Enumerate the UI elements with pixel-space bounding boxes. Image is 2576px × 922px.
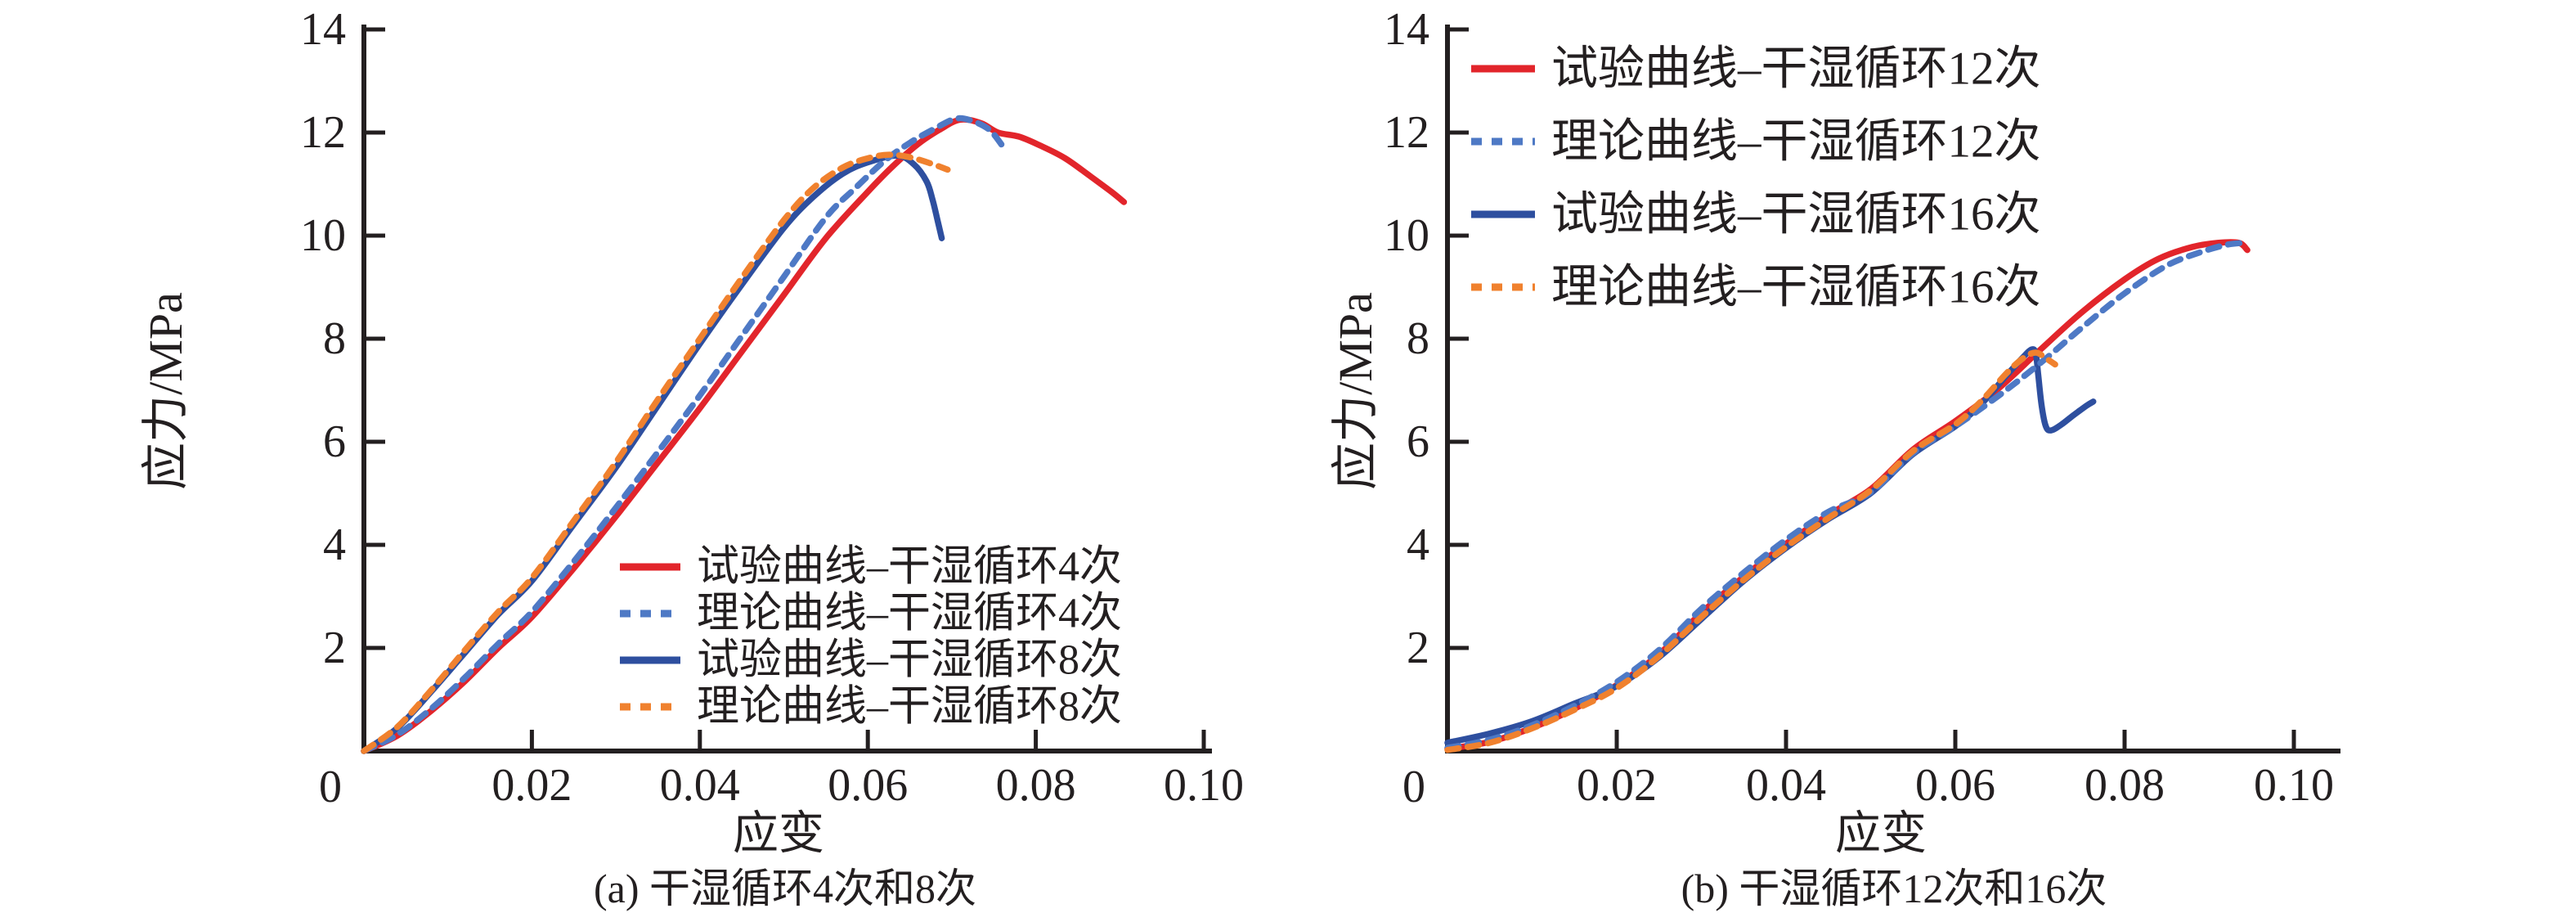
x-tick-label-0.10: 0.10 [1164, 760, 1244, 811]
y-tick-label-6: 6 [323, 416, 346, 467]
y-tick-label-8: 8 [1407, 313, 1429, 364]
origin-tick-label: 0 [319, 762, 342, 812]
legend-label-2: 理论曲线–干湿循环4次 [697, 591, 1122, 637]
x-tick-label-0.02: 0.02 [491, 760, 572, 811]
y-tick-label-2: 2 [1407, 623, 1429, 673]
legend-label-3: 试验曲线–干湿循环16次 [1551, 189, 2041, 241]
legend-label-2: 理论曲线–干湿循环12次 [1551, 116, 2041, 168]
legend-label-3: 试验曲线–干湿循环8次 [697, 637, 1122, 684]
x-tick-label-0.02: 0.02 [1577, 760, 1657, 811]
series-theoretical-4-cycles [361, 115, 1006, 754]
x-tick-label-0.04: 0.04 [660, 760, 740, 811]
y-tick-label-14: 14 [300, 4, 346, 55]
legend-label-4: 理论曲线–干湿循环16次 [1551, 262, 2041, 313]
series-theoretical-12-cycles [1444, 240, 2246, 751]
y-tick-label-10: 10 [1384, 210, 1429, 261]
caption-b: (b) 干湿循环12次和16次 [1681, 866, 2107, 911]
legend-label-1: 试验曲线–干湿循环12次 [1551, 43, 2041, 95]
x-tick-label-0.06: 0.06 [828, 760, 908, 811]
series-experimental-4-cycles [361, 116, 1128, 754]
legend-label-4: 理论曲线–干湿循环8次 [697, 684, 1122, 731]
series-theoretical-8-cycles [361, 151, 951, 754]
chart-panel-b: 2 4 6 8 10 12 14 0.02 0.04 0.06 0.08 0.10 0 试验曲线–干湿循环… [1384, 4, 2340, 812]
legend-label-1: 试验曲线–干湿循环4次 [697, 544, 1122, 591]
x-tick-label-0.06: 0.06 [1915, 760, 1995, 811]
x-axis-label-b: 应变 [1835, 808, 1927, 860]
y-tick-label-6: 6 [1407, 416, 1429, 467]
chart-panel-a: 2 4 6 8 10 12 14 0.02 0.04 0.06 0.08 0.10 0 试验曲线–干湿循环… [300, 4, 1244, 812]
origin-tick-label: 0 [1402, 762, 1425, 812]
y-axis-label-a: 应力/MPa [139, 292, 192, 490]
x-tick-label-0.08: 0.08 [2085, 760, 2165, 811]
caption-a: (a) 干湿循环4次和8次 [594, 866, 976, 911]
x-tick-label-0.10: 0.10 [2254, 760, 2334, 811]
series-experimental-12-cycles [1444, 239, 2251, 753]
y-tick-label-4: 4 [323, 519, 346, 570]
y-tick-label-10: 10 [300, 210, 346, 261]
y-tick-label-4: 4 [1407, 519, 1429, 570]
y-tick-label-12: 12 [1384, 107, 1429, 158]
x-tick-label-0.04: 0.04 [1746, 760, 1826, 811]
y-tick-label-8: 8 [323, 313, 346, 364]
series-theoretical-16-cycles [1444, 349, 2058, 753]
x-tick-label-0.08: 0.08 [996, 760, 1076, 811]
series-experimental-16-cycles [1444, 346, 2097, 746]
y-tick-label-2: 2 [323, 623, 346, 673]
y-tick-label-12: 12 [300, 107, 346, 158]
y-tick-label-14: 14 [1384, 4, 1429, 55]
y-axis-label-b: 应力/MPa [1329, 292, 1382, 490]
x-axis-label-a: 应变 [733, 808, 824, 860]
